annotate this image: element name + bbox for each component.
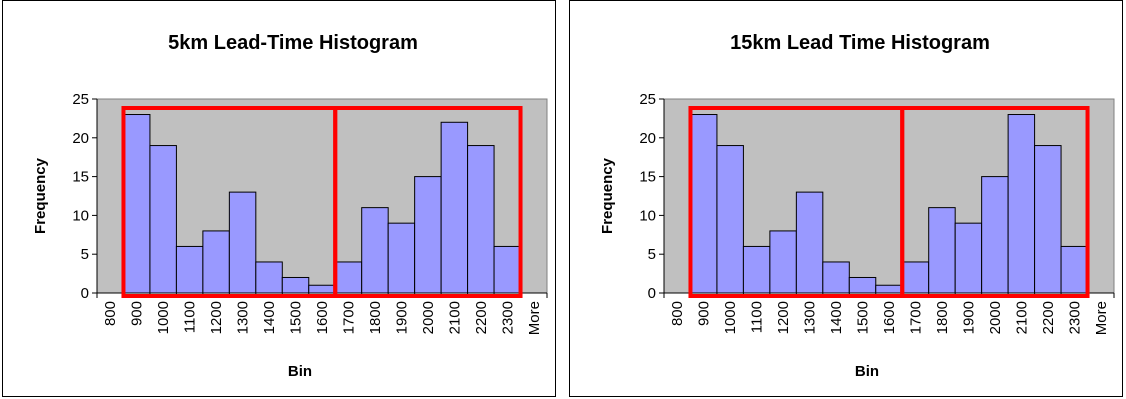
y-tick-label: 0 (81, 285, 89, 302)
x-tick-label: 2200 (1040, 301, 1057, 334)
histogram-bar-1200 (202, 230, 230, 294)
histogram-bar-1200 (769, 230, 797, 294)
histogram-bar-2200 (1034, 145, 1062, 294)
x-tick-label: 1700 (907, 301, 924, 334)
y-axis-label: Frequency (32, 157, 49, 234)
x-tick-label: 1300 (235, 301, 252, 334)
histogram-bar-1800 (928, 207, 956, 294)
histogram-chart-15km: 15km Lead Time Histogram 0 5 10 15 20 25 800 900… (569, 0, 1123, 397)
highlight-box-2 (900, 106, 1090, 298)
x-tick-label: 2300 (499, 301, 516, 334)
x-tick-label: 1800 (367, 301, 384, 334)
x-tick-label: 1100 (749, 301, 766, 333)
x-tick-label: 1400 (828, 301, 845, 334)
x-tick-label: 1000 (155, 301, 172, 334)
histogram-bar-900 (122, 114, 151, 294)
x-tick-label: 1400 (261, 301, 278, 334)
y-tick-label: 5 (648, 246, 656, 263)
y-tick-label: 10 (639, 207, 656, 224)
histogram-bar-1700 (334, 261, 363, 294)
x-tick-label: 2200 (473, 301, 490, 334)
x-tick-label: 2100 (446, 301, 463, 334)
histogram-bar-1700 (901, 261, 930, 294)
x-tick-label: 1900 (960, 301, 977, 334)
y-tick-label: 20 (72, 130, 89, 147)
y-tick-label: 25 (72, 91, 89, 108)
histogram-svg-15km: 15km Lead Time Histogram 0 5 10 15 20 25 800 900… (599, 32, 1115, 380)
histogram-bar-2100 (440, 121, 469, 294)
histogram-bar-2100 (1007, 114, 1036, 294)
x-tick-label: 900 (696, 301, 713, 326)
x-tick-label: 1500 (855, 301, 872, 334)
histogram-bar-2300 (1060, 245, 1089, 294)
histogram-chart-5km: 5km Lead-Time Histogram 0 5 10 15 20 25 800 900 1… (2, 0, 556, 397)
x-tick-label: 1500 (288, 301, 305, 334)
histogram-bar-1900 (954, 222, 983, 294)
x-tick-label: 1800 (934, 301, 951, 334)
x-tick-label: 1600 (314, 301, 331, 334)
histogram-bar-1300 (228, 191, 257, 294)
histogram-bar-1000 (149, 145, 177, 294)
histogram-bar-1100 (175, 245, 204, 294)
x-tick-label: 1300 (802, 301, 819, 334)
x-tick-label: 800 (102, 301, 119, 326)
x-tick-label: 900 (129, 301, 146, 326)
y-tick-label: 25 (639, 91, 656, 108)
highlight-box-2 (333, 106, 523, 298)
y-tick-label: 15 (72, 169, 89, 186)
histogram-bar-1900 (387, 222, 416, 294)
x-tick-label: 1000 (722, 301, 739, 334)
x-tick-label: 2300 (1066, 301, 1083, 334)
x-tick-label: 1600 (881, 301, 898, 334)
x-tick-label: 1200 (208, 301, 225, 334)
histogram-bar-1800 (361, 207, 389, 294)
x-tick-label: 2100 (1013, 301, 1030, 334)
histogram-bar-2000 (414, 176, 442, 294)
histogram-bar-1100 (742, 245, 771, 294)
x-tick-label: 1700 (340, 301, 357, 334)
histogram-bar-900 (689, 114, 718, 294)
y-axis-label: Frequency (599, 157, 616, 234)
chart-title: 15km Lead Time Histogram (730, 32, 990, 54)
y-tick-label: 20 (639, 130, 656, 147)
histogram-bar-2200 (467, 145, 495, 294)
x-tick-label: 1100 (182, 301, 199, 333)
chart-title: 5km Lead-Time Histogram (168, 32, 418, 54)
y-tick-label: 10 (72, 207, 89, 224)
x-tick-label: 1900 (393, 301, 410, 334)
y-tick-label: 15 (639, 169, 656, 186)
histogram-bar-2000 (981, 176, 1009, 294)
histogram-svg-5km: 5km Lead-Time Histogram 0 5 10 15 20 25 800 900 1… (32, 32, 548, 380)
histogram-bar-1600 (308, 284, 336, 294)
x-tick-label: More (1093, 301, 1110, 335)
x-tick-label: 1200 (775, 301, 792, 334)
y-tick-label: 0 (648, 285, 656, 302)
histogram-bar-1300 (795, 191, 824, 294)
histogram-bar-1000 (716, 145, 744, 294)
x-tick-label: 2000 (987, 301, 1004, 334)
histogram-bar-1500 (848, 276, 877, 294)
histogram-bar-1600 (875, 284, 903, 294)
x-axis-label: Bin (288, 363, 312, 380)
histogram-bar-1400 (255, 261, 283, 294)
histogram-bar-1400 (822, 261, 850, 294)
x-tick-label: 800 (669, 301, 686, 326)
histogram-bar-1500 (281, 276, 310, 294)
histogram-bar-2300 (493, 245, 522, 294)
x-axis-label: Bin (855, 363, 879, 380)
x-tick-label: 2000 (420, 301, 437, 334)
y-tick-label: 5 (81, 246, 89, 263)
x-tick-label: More (526, 301, 543, 335)
